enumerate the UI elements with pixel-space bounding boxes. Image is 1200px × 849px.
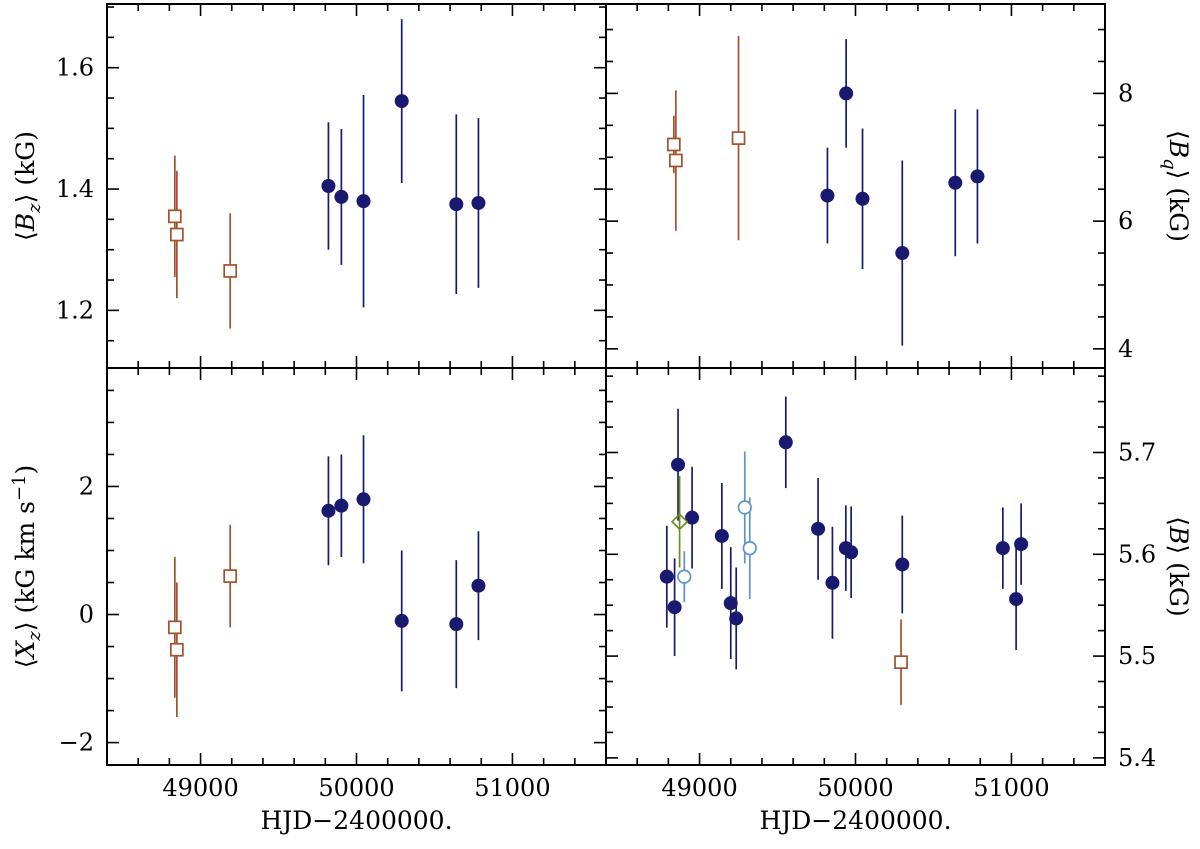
y-tick-label: 5.4 (1118, 744, 1156, 772)
filled-circle-marker (449, 617, 464, 632)
y-tick-label: 4 (1118, 335, 1133, 363)
open-square-marker (731, 131, 746, 145)
y-axis-title: ⟨Xz⟩ (kG km s−1) (9, 465, 45, 669)
filled-circle-marker (321, 179, 336, 193)
open-square-marker (666, 137, 681, 152)
open-square-marker (170, 227, 184, 242)
y-tick-label: 8 (1118, 79, 1133, 107)
filled-circle-marker (895, 246, 910, 261)
y-tick-label: 2 (79, 472, 94, 500)
x-axis-title: HJD−2400000. (759, 806, 951, 835)
y-tick-label: 5.6 (1118, 540, 1156, 568)
filled-circle-marker (970, 169, 985, 184)
panel-frame (605, 367, 1106, 766)
y-tick-label: 1.4 (56, 175, 94, 203)
axis-ticks (107, 4, 606, 368)
filled-circle-marker (811, 521, 826, 536)
series-open-squares (666, 35, 746, 241)
series-filled-circles (321, 435, 486, 692)
y-tick-label: −2 (59, 729, 94, 757)
filled-circle-marker (671, 457, 686, 472)
series-filled-circles (321, 19, 486, 308)
filled-circle-marker (659, 569, 674, 584)
y-tick-label: 1.2 (56, 296, 94, 324)
y-tick-label: 1.6 (56, 54, 94, 82)
y-tick-label: 5.7 (1118, 438, 1156, 466)
y-axis-title: ⟨B⟩ (kG) (1164, 516, 1193, 616)
filled-circle-marker (334, 189, 349, 204)
panel-Bq: 4 6 8 ⟨Bq⟩ (kG) (605, 3, 1193, 369)
axis-ticks (606, 368, 1105, 765)
filled-circle-marker (855, 191, 870, 206)
series-filled-circles (820, 39, 985, 346)
y-axis-title: ⟨Bq⟩ (kG) (1159, 130, 1193, 242)
y-tick-label: 5.5 (1118, 642, 1156, 670)
filled-circle-marker (394, 613, 409, 628)
y-axis-title: ⟨Bz⟩ (kG) (11, 131, 45, 241)
filled-circle-marker (714, 528, 729, 543)
open-circle-marker (737, 500, 752, 515)
series-open-squares (894, 619, 908, 705)
axis-ticks (107, 368, 606, 765)
filled-circle-marker (667, 600, 682, 615)
open-square-marker (223, 264, 238, 278)
filled-circle-marker (820, 188, 835, 203)
series-open-squares (167, 155, 238, 329)
filled-circle-marker (778, 435, 793, 450)
x-tick-label: 49000 (661, 774, 737, 802)
filled-circle-marker (844, 545, 859, 560)
series-open-squares (167, 524, 238, 717)
open-square-marker (167, 620, 182, 635)
filled-circle-marker (334, 498, 349, 513)
filled-circle-marker (839, 86, 854, 101)
series-open-circles (677, 451, 757, 603)
filled-circle-marker (356, 194, 371, 209)
filled-circle-marker (825, 575, 840, 590)
filled-circle-marker (995, 541, 1010, 556)
x-tick-label: 51000 (973, 774, 1049, 802)
axis-ticks (606, 4, 1105, 368)
y-tick-label: 6 (1118, 207, 1133, 235)
filled-circle-marker (1014, 537, 1029, 552)
filled-circle-marker (356, 492, 371, 507)
open-circle-marker (742, 541, 757, 556)
x-tick-label: 50000 (817, 774, 893, 802)
open-square-marker (223, 569, 238, 583)
x-axis-title: HJD−2400000. (260, 806, 452, 835)
filled-circle-marker (471, 195, 486, 210)
filled-circle-marker (895, 557, 910, 572)
open-square-marker (669, 153, 683, 168)
filled-circle-marker (723, 596, 738, 611)
series-open-diamonds (670, 475, 689, 568)
panel-frame (106, 3, 607, 369)
open-diamond-marker (670, 513, 689, 531)
panel-frame (605, 3, 1106, 369)
filled-circle-marker (449, 197, 464, 212)
x-tick-label: 49000 (162, 774, 238, 802)
filled-circle-marker (948, 175, 963, 190)
filled-circle-marker (471, 578, 486, 593)
panel-B: 49000 50000 51000 HJD−2400000. 5.4 5.5 5.6 5.7 ⟨… (605, 367, 1193, 835)
x-tick-label: 50000 (318, 774, 394, 802)
x-tick-label: 51000 (474, 774, 550, 802)
filled-circle-marker (1009, 592, 1024, 607)
panel-Xz: 49000 50000 51000 HJD−2400000. −2 0 2 ⟨Xz⟩ (kG … (9, 367, 607, 835)
panel-frame (106, 367, 607, 766)
y-tick-label: 0 (79, 601, 94, 629)
series-filled-circles (659, 396, 1029, 670)
filled-circle-marker (685, 510, 700, 525)
panel-Bz: 1.2 1.4 1.6 ⟨Bz⟩ (kG) (11, 3, 607, 369)
filled-circle-marker (394, 94, 409, 109)
filled-circle-marker (729, 611, 744, 626)
open-square-marker (894, 655, 908, 670)
open-square-marker (167, 209, 182, 224)
open-square-marker (170, 642, 184, 657)
open-circle-marker (677, 569, 692, 584)
filled-circle-marker (321, 503, 336, 518)
